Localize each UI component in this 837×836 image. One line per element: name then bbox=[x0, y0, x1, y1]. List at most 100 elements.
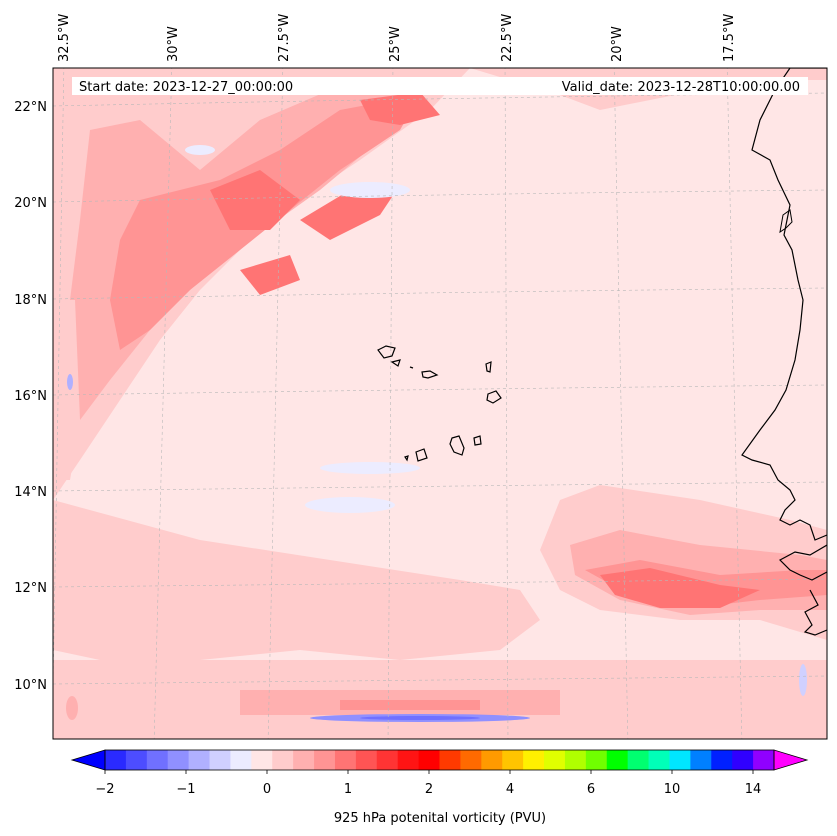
lat-label: 12°N bbox=[14, 581, 47, 596]
colorbar-tick-label: 1 bbox=[344, 782, 352, 797]
lat-label: 22°N bbox=[14, 100, 47, 115]
colorbar-segment bbox=[418, 750, 440, 770]
island-maio bbox=[473, 435, 482, 446]
info-strip bbox=[72, 77, 808, 95]
island-boa-vista bbox=[486, 390, 502, 404]
island-sao-vicente bbox=[390, 359, 401, 367]
colorbar-segment bbox=[627, 750, 650, 770]
colorbar-segment bbox=[481, 750, 503, 770]
colorbar-segment bbox=[334, 750, 357, 770]
pv-contour-southern-max bbox=[340, 700, 480, 710]
graticule bbox=[53, 68, 827, 739]
colorbar-title: 925 hPa potenital vorticity (PVU) bbox=[334, 811, 546, 826]
lon-label: 27.5°W bbox=[277, 14, 292, 62]
island-santiago bbox=[449, 435, 465, 456]
pv-negative-spot bbox=[185, 145, 215, 155]
map-panel: Start date: 2023-12-27_00:00:00 Valid_da… bbox=[53, 68, 827, 739]
pv-contour-max-d bbox=[240, 255, 300, 295]
pv-negative-spot bbox=[305, 497, 395, 513]
pv-contour-se-core bbox=[600, 568, 760, 608]
lon-label: 30°W bbox=[166, 26, 181, 62]
colorbar-tick-label: 14 bbox=[745, 782, 762, 797]
colorbar-segment bbox=[293, 750, 315, 770]
pv-contour-spot bbox=[66, 696, 78, 720]
colorbar-segment bbox=[690, 750, 712, 770]
colorbar-segment bbox=[439, 750, 461, 770]
colorbar-tick-label: −1 bbox=[176, 782, 195, 797]
colorbar-segment bbox=[251, 750, 273, 770]
pv-negative-spot bbox=[799, 664, 807, 696]
colorbar-tick-label: −2 bbox=[95, 782, 114, 797]
colorbar-tick-label: 6 bbox=[587, 782, 595, 797]
lat-label: 20°N bbox=[14, 196, 47, 211]
island-sao-nicolau bbox=[421, 370, 439, 379]
island-santo-antao bbox=[377, 345, 396, 359]
colorbar-min-extend bbox=[70, 749, 106, 771]
pv-contour-south bbox=[53, 500, 540, 660]
lon-label: 32.5°W bbox=[57, 14, 72, 62]
colorbar-segment bbox=[606, 750, 629, 770]
colorbar-segment bbox=[314, 750, 336, 770]
island-sal bbox=[485, 361, 492, 373]
lat-label: 10°N bbox=[14, 678, 47, 693]
island-santa-luzia bbox=[409, 366, 414, 369]
colorbar-segment bbox=[376, 750, 399, 770]
colorbar-segment bbox=[544, 750, 566, 770]
pv-contour-max-a bbox=[210, 170, 300, 230]
colorbar-segment bbox=[669, 750, 691, 770]
start-date-text: Start date: 2023-12-27_00:00:00 bbox=[79, 80, 293, 95]
pv-contour-max-c bbox=[360, 92, 440, 125]
colorbar-segment bbox=[753, 750, 775, 770]
lat-label: 16°N bbox=[14, 389, 47, 404]
lon-label: 20°W bbox=[610, 26, 625, 62]
colorbar-tick-label: 4 bbox=[506, 782, 514, 797]
colorbar-segment bbox=[523, 750, 545, 770]
colorbar-segment bbox=[230, 750, 252, 770]
colorbar-segment bbox=[272, 750, 294, 770]
colorbar-segment bbox=[397, 750, 420, 770]
colorbar-segment bbox=[146, 750, 169, 770]
cape-verde-islands bbox=[377, 345, 502, 462]
pv-negative-spot bbox=[320, 462, 420, 474]
longitude-labels: 32.5°W 30°W 27.5°W 25°W 22.5°W 20°W 17.5… bbox=[57, 14, 737, 62]
coastline-bijagos bbox=[803, 589, 827, 636]
colorbar-segment bbox=[502, 750, 524, 770]
coastline-cap-blanc bbox=[779, 209, 793, 234]
colorbar-segment bbox=[711, 750, 733, 770]
colorbar-segment bbox=[188, 750, 211, 770]
colorbar-tick-label: 10 bbox=[664, 782, 681, 797]
colorbar-max-extend bbox=[773, 749, 809, 771]
colorbar-segment bbox=[732, 750, 754, 770]
island-fogo bbox=[415, 448, 428, 462]
island-brava bbox=[404, 455, 409, 462]
valid-date-text: Valid_date: 2023-12-28T10:00:00.00 bbox=[562, 80, 800, 95]
colorbar-segment bbox=[209, 750, 231, 770]
lat-label: 18°N bbox=[14, 293, 47, 308]
lat-label: 14°N bbox=[14, 485, 47, 500]
colorbar-segment bbox=[460, 750, 482, 770]
map-frame bbox=[52, 67, 828, 740]
coastline-guinea-bissau bbox=[779, 544, 827, 581]
colorbar-segment bbox=[648, 750, 670, 770]
lon-label: 25°W bbox=[388, 26, 403, 62]
colorbar: −2 −1 0 1 2 4 6 10 14 925 hPa potenital … bbox=[70, 749, 809, 826]
pv-negative-spot bbox=[67, 374, 73, 390]
colorbar-frame bbox=[104, 749, 775, 771]
colorbar-segment bbox=[167, 750, 190, 770]
pv-contour-max-b bbox=[300, 185, 400, 240]
coastline-africa bbox=[741, 68, 827, 541]
pv-negative-band-core bbox=[360, 716, 480, 720]
colorbar-tick-label: 2 bbox=[425, 782, 433, 797]
colorbar-segment bbox=[105, 750, 127, 770]
colorbar-segment bbox=[355, 750, 378, 770]
colorbar-segment bbox=[585, 750, 608, 770]
colorbar-segment bbox=[564, 750, 587, 770]
colorbar-tick-label: 0 bbox=[263, 782, 271, 797]
lon-label: 22.5°W bbox=[500, 14, 515, 62]
pv-negative-spot bbox=[330, 182, 410, 198]
lon-label: 17.5°W bbox=[722, 14, 737, 62]
pv-contour-west-edge bbox=[53, 300, 80, 480]
latitude-labels: 22°N 20°N 18°N 16°N 14°N 12°N 10°N bbox=[14, 100, 47, 693]
colorbar-segment bbox=[125, 750, 148, 770]
